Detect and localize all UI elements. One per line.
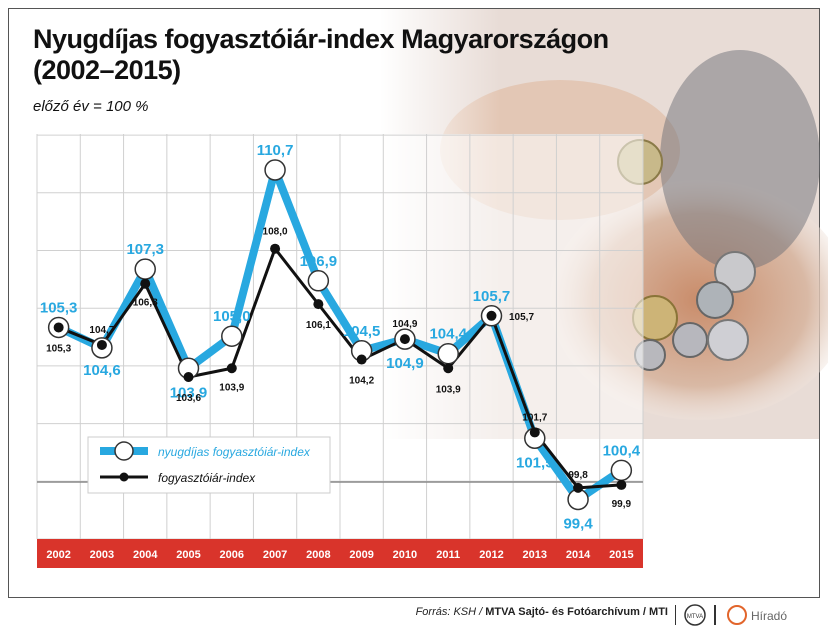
hirado-logo-icon <box>727 605 747 625</box>
hirado-logo-text: Híradó <box>751 609 787 623</box>
general-point-2008 <box>313 299 324 310</box>
year-bar <box>37 539 643 568</box>
general-point-2004 <box>140 278 151 289</box>
mtva-logo-text: MTVA <box>687 614 703 620</box>
general-label-2003: 104,7 <box>89 325 114 336</box>
general-point-2012 <box>486 310 497 321</box>
general-label-2002: 105,3 <box>46 343 71 354</box>
series-line-pension <box>56 165 624 504</box>
pension-label-2011: 104,4 <box>429 326 467 343</box>
series-labels-general: 105,3104,7106,8103,6103,9108,0106,1104,2… <box>46 227 631 510</box>
x-tick-2003: 2003 <box>90 549 114 561</box>
general-label-2006: 103,9 <box>219 382 244 393</box>
x-tick-2007: 2007 <box>263 549 287 561</box>
pension-label-2015: 100,4 <box>603 442 641 459</box>
pension-label-2006: 105,0 <box>213 308 251 325</box>
pension-label-2014: 99,4 <box>563 515 593 532</box>
general-point-2005 <box>183 372 194 383</box>
pension-point-2011 <box>437 342 459 365</box>
series-line-general <box>58 247 622 490</box>
series-points-general <box>53 243 627 493</box>
legend-marker-pension <box>114 441 134 461</box>
general-point-2009 <box>356 354 367 365</box>
pension-label-2008: 106,9 <box>300 253 338 270</box>
pension-point-2015 <box>610 459 633 482</box>
x-tick-2006: 2006 <box>220 549 244 561</box>
general-label-2015: 99,9 <box>612 499 632 510</box>
general-label-2007: 108,0 <box>263 227 288 238</box>
series-labels-pension: 105,3 104,6 107,3 103,9 105,0 110,7 106,9 104,5… <box>40 142 641 533</box>
mtva-logo-icon <box>684 604 706 626</box>
pension-point-2008 <box>307 270 330 292</box>
general-label-2004: 106,8 <box>133 298 158 309</box>
general-point-2006 <box>226 363 237 374</box>
x-tick-2010: 2010 <box>393 549 417 561</box>
x-tick-2015: 2015 <box>609 549 633 561</box>
pension-label-2003: 104,6 <box>83 362 121 379</box>
pension-label-2002: 105,3 <box>40 299 78 316</box>
general-label-2013: 101,7 <box>522 412 547 423</box>
general-point-2010 <box>399 334 410 345</box>
x-axis-ticks: 2002 2003 2004 2005 2006 2007 2008 2009 2010 2011… <box>46 549 633 561</box>
x-tick-2002: 2002 <box>46 549 70 561</box>
general-polyline <box>58 247 622 490</box>
general-point-2013 <box>529 427 540 438</box>
general-label-2014: 99,8 <box>568 470 588 481</box>
general-point-2015 <box>616 479 627 490</box>
x-tick-2012: 2012 <box>479 549 503 561</box>
general-point-2011 <box>443 363 454 374</box>
general-label-2008: 106,1 <box>306 320 331 331</box>
x-tick-2009: 2009 <box>349 549 373 561</box>
x-tick-2005: 2005 <box>176 549 200 561</box>
series-points-pension <box>47 159 633 511</box>
pension-label-2010: 104,9 <box>386 355 424 372</box>
legend-label-pension: nyugdíjas fogyasztóiár-index <box>158 445 311 459</box>
general-label-2012: 105,7 <box>509 312 534 323</box>
pension-label-2004: 107,3 <box>126 241 164 258</box>
general-point-2014 <box>573 482 584 493</box>
legend: nyugdíjas fogyasztóiár-index fogyasztóiá… <box>87 436 331 494</box>
source-agency: MTVA Sajtó- és Fotóarchívum / MTI <box>485 606 668 618</box>
x-tick-2011: 2011 <box>436 549 460 561</box>
pension-label-2005: 103,9 <box>170 384 208 401</box>
general-point-2007 <box>270 243 281 254</box>
source-prefix: Forrás: KSH / <box>415 606 486 618</box>
general-label-2010: 104,9 <box>392 319 417 330</box>
chart-svg: 105,3 104,6 107,3 103,9 105,0 110,7 106,9 104,5… <box>36 9 828 568</box>
page-title: Nyugdíjas fogyasztóiár-index Magyarorszá… <box>33 24 633 86</box>
title-line-1: Nyugdíjas fogyasztóiár-index Magyarorszá… <box>33 24 609 54</box>
general-label-2011: 103,9 <box>436 384 461 395</box>
footer-logos: MTVA Híradó <box>675 604 787 626</box>
general-point-2003 <box>96 339 107 350</box>
pension-label-2007: 110,7 <box>257 142 294 159</box>
pension-polyline <box>56 165 624 504</box>
pension-label-2009: 104,5 <box>343 323 381 340</box>
pension-point-2004 <box>134 258 156 280</box>
pension-point-2006 <box>221 325 243 347</box>
legend-label-general: fogyasztóiár-index <box>158 471 256 485</box>
source-credit: Forrás: KSH / MTVA Sajtó- és Fotóarchívu… <box>416 606 668 618</box>
general-label-2009: 104,2 <box>349 376 374 387</box>
pension-label-2012: 105,7 <box>473 288 511 305</box>
general-point-2002 <box>53 322 64 333</box>
pension-label-2013: 101,5 <box>516 454 554 471</box>
title-line-2: (2002–2015) <box>33 55 181 85</box>
general-label-2005: 103,6 <box>176 393 201 404</box>
x-tick-2004: 2004 <box>133 549 158 561</box>
chart-subtitle: előző év = 100 % <box>33 98 149 115</box>
x-tick-2008: 2008 <box>306 549 330 561</box>
pension-point-2007 <box>264 159 286 181</box>
legend-marker-general <box>119 472 129 482</box>
x-tick-2014: 2014 <box>566 549 591 561</box>
x-tick-2013: 2013 <box>523 549 547 561</box>
